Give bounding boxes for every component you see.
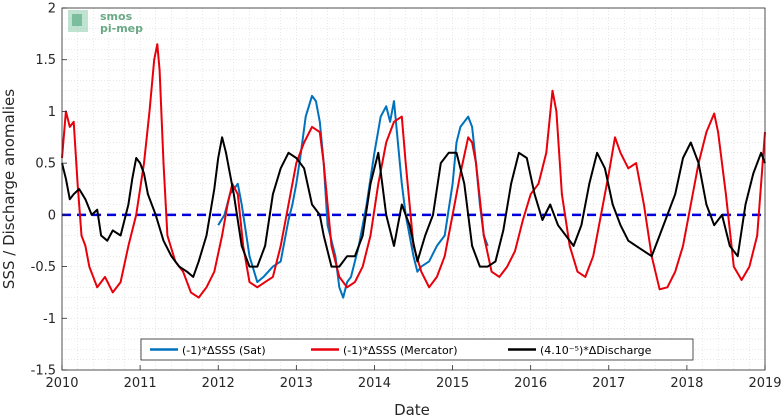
x-tick-label: 2015: [436, 376, 469, 391]
y-tick-label: 0.5: [35, 157, 56, 172]
plot-frame: [61, 7, 766, 371]
x-tick-label: 2010: [45, 376, 78, 391]
x-tick-label: 2019: [748, 376, 781, 391]
y-tick-label: 2: [48, 2, 56, 17]
x-axis-ticks: 2010 2011 2012 2013 2014 2015 2016 2017 2018 2019: [45, 365, 782, 391]
series-sat-line: [217, 94, 489, 299]
y-tick-label: -1.5: [31, 364, 56, 379]
y-tick-label: -0.5: [31, 260, 56, 275]
legend: (-1)*ΔSSS (Sat) (-1)*ΔSSS (Mercator) (4.…: [140, 338, 694, 361]
legend-label-mercator: (-1)*ΔSSS (Mercator): [343, 344, 458, 357]
y-tick-label: 1: [48, 105, 56, 120]
legend-label-sat: (-1)*ΔSSS (Sat): [182, 344, 266, 357]
x-tick-label: 2013: [280, 376, 313, 391]
x-tick-label: 2011: [124, 376, 157, 391]
x-tick-label: 2016: [514, 376, 547, 391]
y-axis-ticks: -1.5 -1 -0.5 0 0.5 1 1.5 2: [31, 2, 67, 379]
y-tick-label: 0: [48, 208, 56, 223]
logo-line-2: pi-mep: [100, 22, 143, 35]
y-tick-label: 1.5: [35, 53, 56, 68]
series-discharge-line: [61, 136, 766, 278]
legend-label-discharge: (4.10⁻⁵)*ΔDischarge: [540, 344, 652, 357]
grid-lines: [61, 7, 766, 371]
x-axis-title: Date: [394, 401, 430, 417]
series-mercator-line: [61, 43, 766, 299]
legend-box: [140, 338, 694, 361]
x-tick-label: 2012: [202, 376, 235, 391]
logo-line-1: smos: [100, 10, 133, 23]
series-lines: [61, 43, 766, 299]
x-tick-label: 2018: [670, 376, 703, 391]
y-tick-label: -1: [43, 312, 56, 327]
logo: smos pi-mep: [68, 10, 143, 35]
x-tick-label: 2017: [592, 376, 625, 391]
x-tick-label: 2014: [358, 376, 391, 391]
y-axis-title: SSS / Discharge anomalies: [0, 89, 18, 289]
